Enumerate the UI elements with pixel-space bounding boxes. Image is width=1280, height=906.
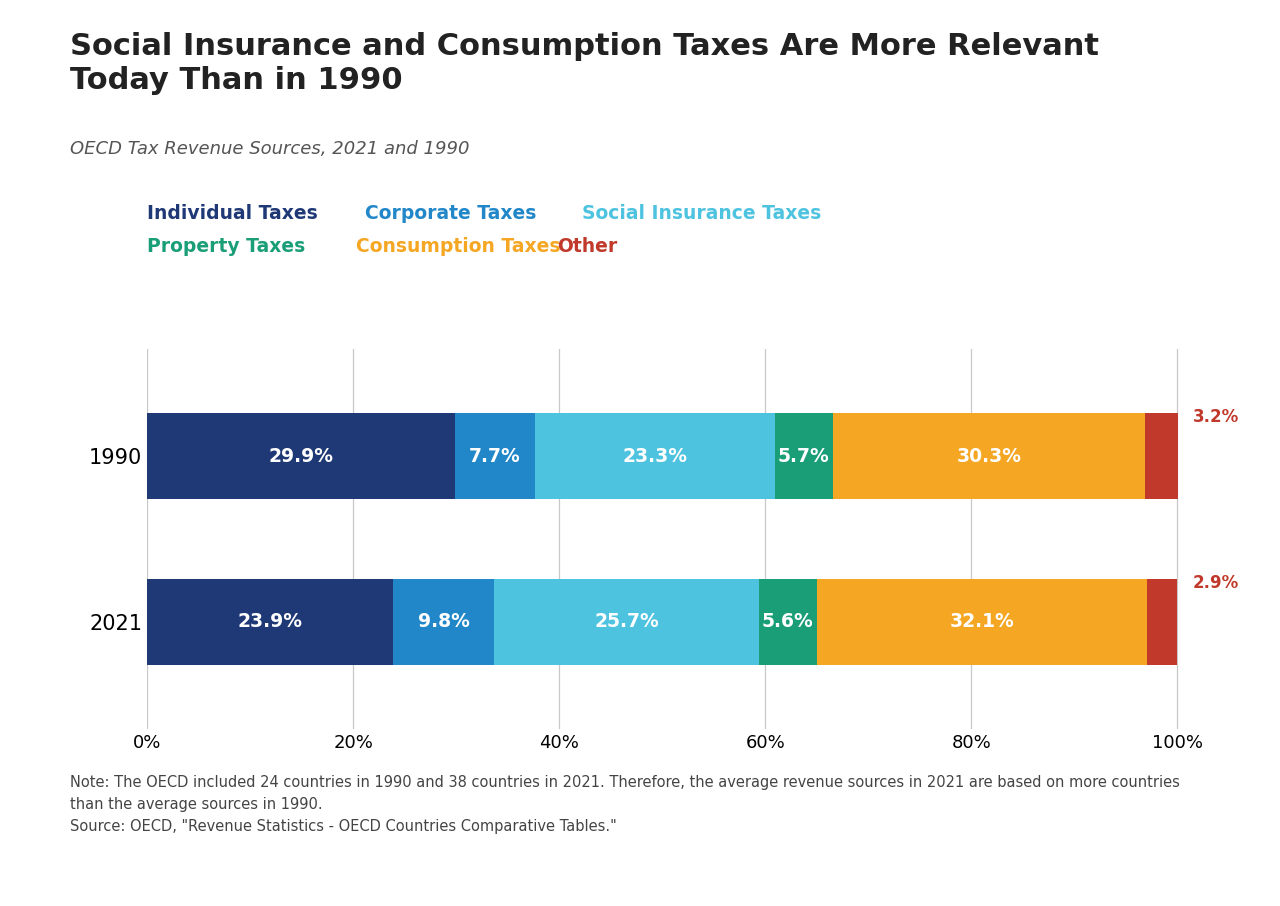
Bar [535,413,774,499]
Text: Corporate Taxes: Corporate Taxes [365,204,536,223]
Text: Social Insurance Taxes: Social Insurance Taxes [582,204,822,223]
Text: @TaxFoundation: @TaxFoundation [1083,864,1231,882]
Bar [1147,579,1178,665]
Text: 32.1%: 32.1% [950,612,1015,631]
Text: 30.3%: 30.3% [957,447,1021,466]
Text: 3.2%: 3.2% [1193,409,1239,427]
Bar [393,579,494,665]
Text: 25.7%: 25.7% [594,612,659,631]
Bar [1146,413,1179,499]
Bar [759,579,817,665]
Bar [494,579,759,665]
Text: Consumption Taxes: Consumption Taxes [356,237,561,256]
Bar [817,579,1147,665]
Text: Individual Taxes: Individual Taxes [147,204,317,223]
Bar [147,413,456,499]
Bar [833,413,1146,499]
Text: OECD Tax Revenue Sources, 2021 and 1990: OECD Tax Revenue Sources, 2021 and 1990 [70,140,470,159]
Text: 23.9%: 23.9% [238,612,303,631]
Text: Social Insurance and Consumption Taxes Are More Relevant
Today Than in 1990: Social Insurance and Consumption Taxes A… [70,32,1100,95]
Bar [774,413,833,499]
Bar [147,579,393,665]
Text: 2.9%: 2.9% [1193,573,1239,592]
Text: 7.7%: 7.7% [468,447,521,466]
Text: 9.8%: 9.8% [419,612,470,631]
Text: TAX FOUNDATION: TAX FOUNDATION [49,863,256,883]
Text: 5.6%: 5.6% [762,612,814,631]
Text: Property Taxes: Property Taxes [147,237,306,256]
Bar [456,413,535,499]
Text: Note: The OECD included 24 countries in 1990 and 38 countries in 2021. Therefore: Note: The OECD included 24 countries in … [70,775,1180,834]
Text: 5.7%: 5.7% [778,447,829,466]
Text: 23.3%: 23.3% [622,447,687,466]
Text: Other: Other [557,237,617,256]
Text: 29.9%: 29.9% [269,447,334,466]
